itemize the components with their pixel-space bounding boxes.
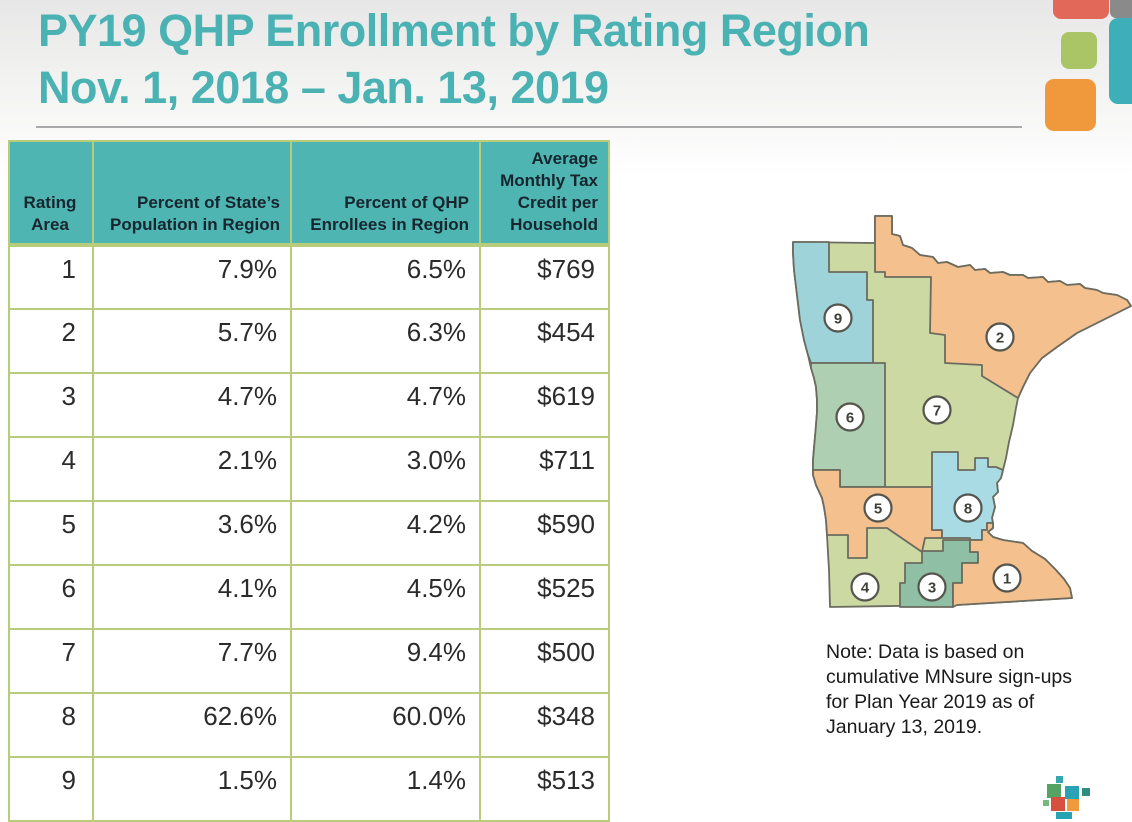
data-source-note: Note: Data is based on cumulative MNsure… [826, 641, 1073, 738]
logo-square-icon [1043, 800, 1049, 806]
region-marker-8: 8 [953, 493, 983, 523]
cell-qhp-pct: 6.3% [290, 308, 481, 374]
cell-tax-credit: $348 [479, 692, 610, 758]
table-row: 1 7.9% 6.5% $769 [8, 244, 610, 310]
region-marker-1: 1 [992, 563, 1022, 593]
logo-square-icon [1051, 797, 1065, 811]
enrollment-table: Rating Area Percent of State’s Populatio… [8, 140, 610, 822]
logo-square-icon [1047, 784, 1061, 798]
cell-pop-pct: 4.1% [92, 564, 292, 630]
cell-rating-area: 8 [8, 692, 94, 758]
logo-square-icon [1082, 788, 1090, 796]
cell-pop-pct: 2.1% [92, 436, 292, 502]
region-marker-label: 6 [846, 410, 854, 427]
slide-title-line2: Nov. 1, 2018 – Jan. 13, 2019 [38, 62, 609, 113]
cell-qhp-pct: 4.2% [290, 500, 481, 566]
region-marker-2: 2 [985, 322, 1015, 352]
header-avg-tax-credit: Average Monthly Tax Credit per Household [479, 140, 610, 247]
region-marker-label: 3 [928, 580, 936, 597]
cell-pop-pct: 5.7% [92, 308, 292, 374]
region-marker-label: 2 [996, 330, 1004, 347]
region-marker-6: 6 [835, 402, 865, 432]
cell-tax-credit: $500 [479, 628, 610, 694]
cell-qhp-pct: 6.5% [290, 244, 481, 310]
region-marker-5: 5 [863, 493, 893, 523]
table-header-row: Rating Area Percent of State’s Populatio… [8, 140, 610, 247]
cell-rating-area: 5 [8, 500, 94, 566]
cell-tax-credit: $711 [479, 436, 610, 502]
cell-pop-pct: 7.9% [92, 244, 292, 310]
region-marker-circle [917, 572, 947, 602]
logo-square-icon [1056, 776, 1063, 783]
cell-rating-area: 4 [8, 436, 94, 502]
region-marker-label: 1 [1003, 571, 1011, 588]
minnesota-rating-region-map: 9 2 6 7 5 8 4 3 1 [790, 190, 1132, 620]
region-marker-4: 4 [850, 572, 880, 602]
decoration-red-square [1053, 0, 1109, 19]
region-marker-label: 5 [874, 501, 882, 518]
cell-tax-credit: $619 [479, 372, 610, 438]
cell-pop-pct: 62.6% [92, 692, 292, 758]
region-marker-label: 9 [834, 311, 842, 328]
decoration-orange-square [1045, 79, 1096, 131]
logo-square-icon [1067, 799, 1079, 811]
table-row: 4 2.1% 3.0% $711 [8, 436, 610, 502]
table-row: 6 4.1% 4.5% $525 [8, 564, 610, 630]
table-row: 9 1.5% 1.4% $513 [8, 756, 610, 822]
map-region-2 [874, 215, 1132, 399]
cell-pop-pct: 4.7% [92, 372, 292, 438]
cell-rating-area: 3 [8, 372, 94, 438]
cell-qhp-pct: 3.0% [290, 436, 481, 502]
table-row: 8 62.6% 60.0% $348 [8, 692, 610, 758]
table-row: 7 7.7% 9.4% $500 [8, 628, 610, 694]
cell-qhp-pct: 4.7% [290, 372, 481, 438]
region-marker-circle [835, 402, 865, 432]
cell-qhp-pct: 9.4% [290, 628, 481, 694]
cell-tax-credit: $525 [479, 564, 610, 630]
cell-tax-credit: $590 [479, 500, 610, 566]
header-percent-enrollees: Percent of QHP Enrollees in Region [290, 140, 481, 247]
header-rating-area: Rating Area [8, 140, 94, 247]
cell-tax-credit: $769 [479, 244, 610, 310]
region-marker-circle [985, 322, 1015, 352]
decoration-green-square [1061, 32, 1097, 69]
region-marker-circle [992, 563, 1022, 593]
region-marker-9: 9 [823, 303, 853, 333]
cell-rating-area: 6 [8, 564, 94, 630]
region-marker-circle [823, 303, 853, 333]
title-divider-line [36, 126, 1022, 128]
region-marker-label: 8 [964, 501, 972, 518]
logo-square-icon [1065, 786, 1079, 799]
cell-tax-credit: $513 [479, 756, 610, 822]
cell-pop-pct: 3.6% [92, 500, 292, 566]
region-marker-circle [863, 493, 893, 523]
cell-qhp-pct: 4.5% [290, 564, 481, 630]
region-marker-circle [850, 572, 880, 602]
cell-pop-pct: 7.7% [92, 628, 292, 694]
table-row: 3 4.7% 4.7% $619 [8, 372, 610, 438]
header-percent-population: Percent of State’s Population in Region [92, 140, 292, 247]
cell-qhp-pct: 1.4% [290, 756, 481, 822]
logo-square-icon [1056, 812, 1072, 819]
region-marker-label: 7 [933, 403, 941, 420]
cell-rating-area: 1 [8, 244, 94, 310]
cell-rating-area: 2 [8, 308, 94, 374]
cell-rating-area: 9 [8, 756, 94, 822]
decoration-gray-square [1110, 0, 1132, 18]
region-marker-circle [953, 493, 983, 523]
cell-tax-credit: $454 [479, 308, 610, 374]
slide-title-line1: PY19 QHP Enrollment by Rating Region [38, 5, 870, 56]
cell-qhp-pct: 60.0% [290, 692, 481, 758]
slide-title: PY19 QHP Enrollment by Rating Region Nov… [38, 2, 1028, 116]
cell-rating-area: 7 [8, 628, 94, 694]
cell-pop-pct: 1.5% [92, 756, 292, 822]
table-row: 5 3.6% 4.2% $590 [8, 500, 610, 566]
region-marker-7: 7 [922, 395, 952, 425]
table-row: 2 5.7% 6.3% $454 [8, 308, 610, 374]
region-marker-3: 3 [917, 572, 947, 602]
decoration-teal-bar [1109, 18, 1132, 104]
region-marker-circle [922, 395, 952, 425]
region-marker-label: 4 [861, 580, 870, 597]
